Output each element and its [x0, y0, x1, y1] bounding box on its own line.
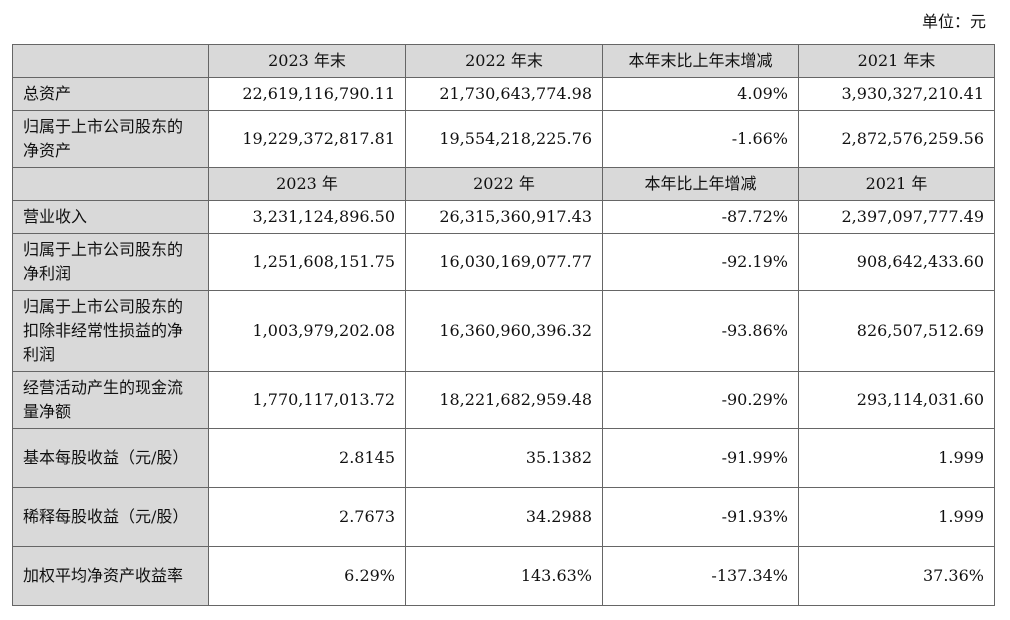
- table-row-net-profit-excl-nonrecurring: 归属于上市公司股东的扣除非经常性损益的净利润 1,003,979,202.08 …: [12, 290, 995, 372]
- header-cell-2023-end: 2023 年末: [208, 44, 406, 78]
- header-cell-change-end: 本年末比上年末增减: [602, 44, 799, 78]
- value-cell: 1,251,608,151.75: [208, 233, 406, 291]
- table-row-total-assets: 总资产 22,619,116,790.11 21,730,643,774.98 …: [12, 77, 995, 111]
- value-cell: 22,619,116,790.11: [208, 77, 406, 111]
- header-cell-2022-end: 2022 年末: [405, 44, 603, 78]
- value-cell: 2.8145: [208, 428, 406, 488]
- header-cell-blank: [12, 167, 209, 201]
- value-cell: 2,397,097,777.49: [798, 200, 995, 234]
- value-cell: 19,229,372,817.81: [208, 110, 406, 168]
- value-cell: 37.36%: [798, 546, 995, 606]
- value-cell: 1,770,117,013.72: [208, 371, 406, 429]
- table-row-revenue: 营业收入 3,231,124,896.50 26,315,360,917.43 …: [12, 200, 995, 234]
- table-row-net-assets: 归属于上市公司股东的净资产 19,229,372,817.81 19,554,2…: [12, 110, 995, 168]
- table-row-basic-eps: 基本每股收益（元/股） 2.8145 35.1382 -91.99% 1.999: [12, 428, 995, 488]
- row-label: 稀释每股收益（元/股）: [12, 487, 209, 547]
- value-cell: 18,221,682,959.48: [405, 371, 603, 429]
- header-row-period-end: 2023 年末 2022 年末 本年末比上年末增减 2021 年末: [12, 44, 995, 78]
- header-cell-change: 本年比上年增减: [602, 167, 799, 201]
- row-label: 加权平均净资产收益率: [12, 546, 209, 606]
- value-cell: -1.66%: [602, 110, 799, 168]
- value-cell: 16,360,960,396.32: [405, 290, 603, 372]
- row-label: 归属于上市公司股东的净资产: [12, 110, 209, 168]
- value-cell: 2,872,576,259.56: [798, 110, 995, 168]
- value-cell: 16,030,169,077.77: [405, 233, 603, 291]
- value-cell: 293,114,031.60: [798, 371, 995, 429]
- header-cell-2021-end: 2021 年末: [798, 44, 995, 78]
- value-cell: 21,730,643,774.98: [405, 77, 603, 111]
- row-label: 归属于上市公司股东的净利润: [12, 233, 209, 291]
- value-cell: -91.99%: [602, 428, 799, 488]
- table-row-weighted-roe: 加权平均净资产收益率 6.29% 143.63% -137.34% 37.36%: [12, 546, 995, 606]
- value-cell: 1,003,979,202.08: [208, 290, 406, 372]
- value-cell: 26,315,360,917.43: [405, 200, 603, 234]
- row-label: 经营活动产生的现金流量净额: [12, 371, 209, 429]
- table-row-diluted-eps: 稀释每股收益（元/股） 2.7673 34.2988 -91.93% 1.999: [12, 487, 995, 547]
- value-cell: -92.19%: [602, 233, 799, 291]
- value-cell: 826,507,512.69: [798, 290, 995, 372]
- value-cell: 34.2988: [405, 487, 603, 547]
- value-cell: 3,930,327,210.41: [798, 77, 995, 111]
- header-cell-2021: 2021 年: [798, 167, 995, 201]
- value-cell: 19,554,218,225.76: [405, 110, 603, 168]
- header-cell-2023: 2023 年: [208, 167, 406, 201]
- header-row-year: 2023 年 2022 年 本年比上年增减 2021 年: [12, 167, 995, 201]
- value-cell: -91.93%: [602, 487, 799, 547]
- value-cell: 2.7673: [208, 487, 406, 547]
- row-label: 总资产: [12, 77, 209, 111]
- unit-label: 单位：元: [921, 12, 986, 31]
- row-label: 归属于上市公司股东的扣除非经常性损益的净利润: [12, 290, 209, 372]
- value-cell: -93.86%: [602, 290, 799, 372]
- table-row-operating-cash-flow: 经营活动产生的现金流量净额 1,770,117,013.72 18,221,68…: [12, 371, 995, 429]
- value-cell: 6.29%: [208, 546, 406, 606]
- value-cell: 143.63%: [405, 546, 603, 606]
- value-cell: 1.999: [798, 487, 995, 547]
- table-row-net-profit: 归属于上市公司股东的净利润 1,251,608,151.75 16,030,16…: [12, 233, 995, 291]
- value-cell: 908,642,433.60: [798, 233, 995, 291]
- header-cell-blank: [12, 44, 209, 78]
- row-label: 营业收入: [12, 200, 209, 234]
- value-cell: -90.29%: [602, 371, 799, 429]
- value-cell: -137.34%: [602, 546, 799, 606]
- value-cell: -87.72%: [602, 200, 799, 234]
- value-cell: 4.09%: [602, 77, 799, 111]
- value-cell: 1.999: [798, 428, 995, 488]
- header-cell-2022: 2022 年: [405, 167, 603, 201]
- value-cell: 3,231,124,896.50: [208, 200, 406, 234]
- financial-summary-table: 2023 年末 2022 年末 本年末比上年末增减 2021 年末 总资产 22…: [12, 44, 995, 606]
- row-label: 基本每股收益（元/股）: [12, 428, 209, 488]
- value-cell: 35.1382: [405, 428, 603, 488]
